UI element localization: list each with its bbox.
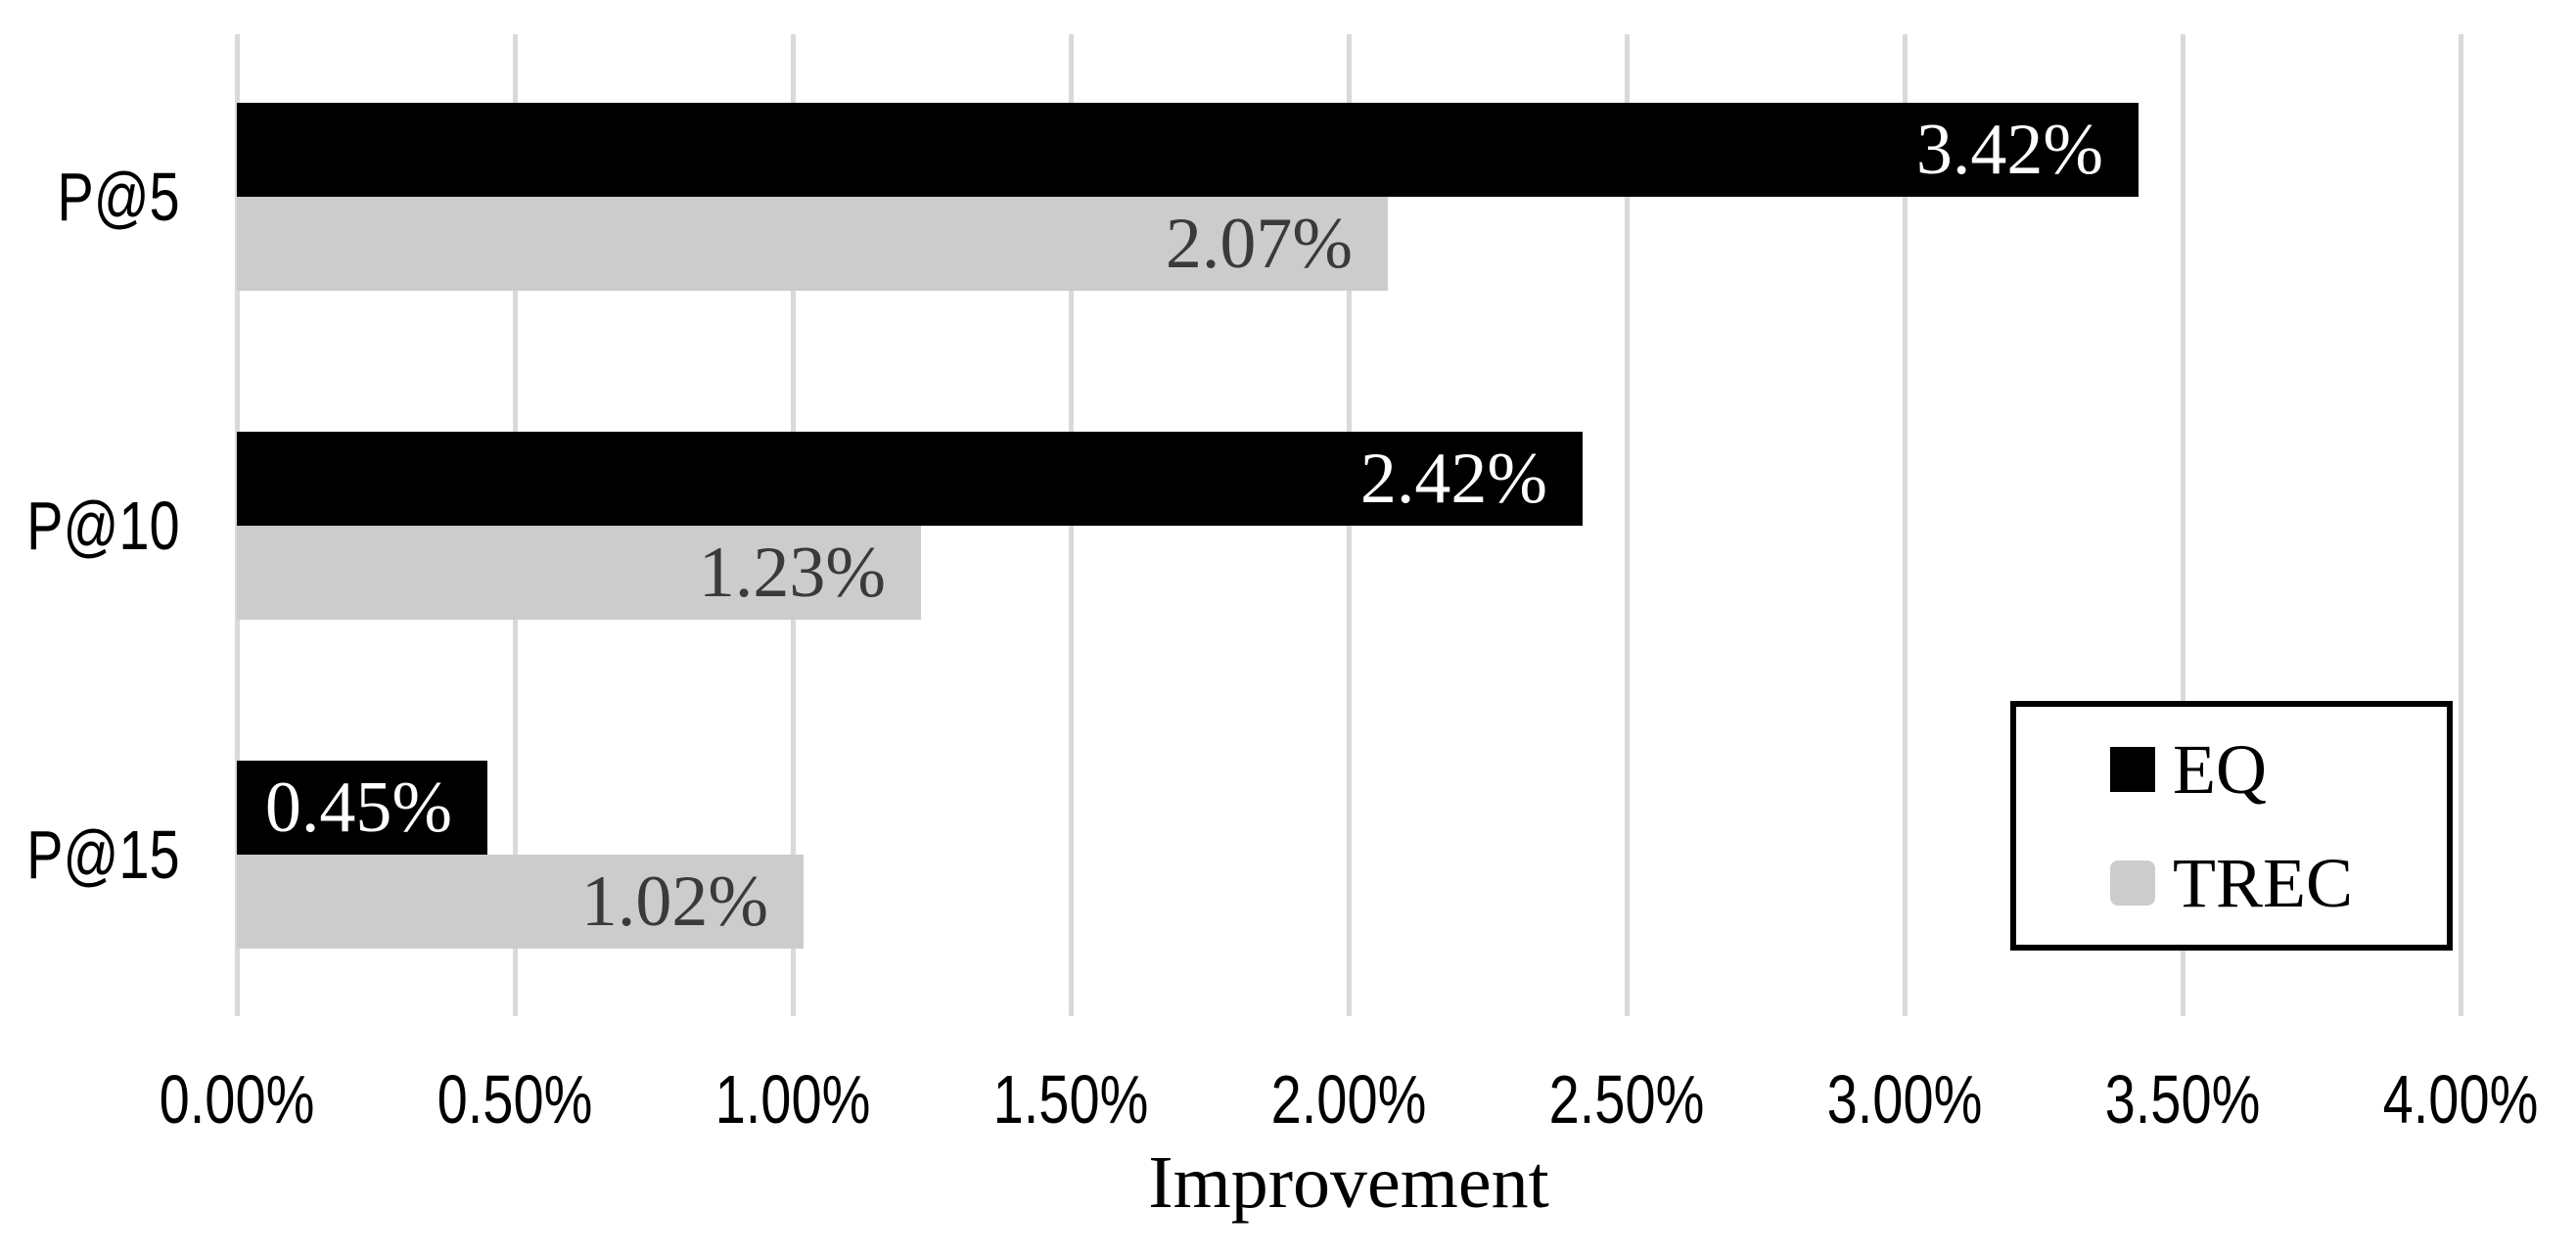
category-label-p10: P@10 [0,432,181,620]
legend-label-eq: EQ [2173,729,2267,809]
bar-eq-p10: 2.42% [237,432,1583,526]
gridline [2459,34,2463,1016]
category-label-p15: P@15 [0,761,181,949]
gridline [2181,34,2185,1016]
bar-eq-p5: 3.42% [237,103,2139,197]
bar-value-label: 2.07% [1165,204,1353,284]
bar-value-label: 1.23% [698,533,886,613]
category-label-p5: P@5 [0,103,180,291]
x-tick-label: 4.00% [2382,1061,2539,1138]
bar-value-label: 2.42% [1359,439,1547,519]
bar-value-label: 3.42% [1915,110,2103,190]
gridline [1903,34,1908,1016]
legend-item-eq: EQ [2110,734,2353,805]
x-tick-label: 3.00% [1826,1061,1983,1138]
bar-value-label: 1.02% [580,861,768,942]
x-tick-label: 1.00% [714,1061,871,1138]
category-label-text: P@5 [57,159,180,235]
trec-series-swatch [2110,860,2155,906]
x-tick-label: 2.50% [1548,1061,1705,1138]
bar-trec-p5: 2.07% [237,197,1388,291]
legend-item-trec: TREC [2110,848,2353,918]
x-tick-label: 0.50% [437,1061,593,1138]
legend: EQ TREC [2010,701,2453,951]
bar-eq-p15: 0.45% [237,761,487,855]
legend-items: EQ TREC [2110,734,2353,918]
bar-value-label: 0.45% [264,768,452,848]
legend-label-trec: TREC [2173,843,2354,922]
x-tick-label: 1.50% [992,1061,1149,1138]
category-label-text: P@15 [26,816,181,893]
category-label-text: P@10 [26,488,181,564]
x-tick-label: 0.00% [159,1061,315,1138]
x-axis-title: Improvement [1148,1141,1549,1224]
eq-series-swatch [2110,746,2155,792]
bar-trec-p10: 1.23% [237,526,921,620]
gridline [1625,34,1630,1016]
bar-trec-p15: 1.02% [237,855,804,949]
x-tick-label: 2.00% [1270,1061,1427,1138]
x-tick-label: 3.50% [2104,1061,2261,1138]
